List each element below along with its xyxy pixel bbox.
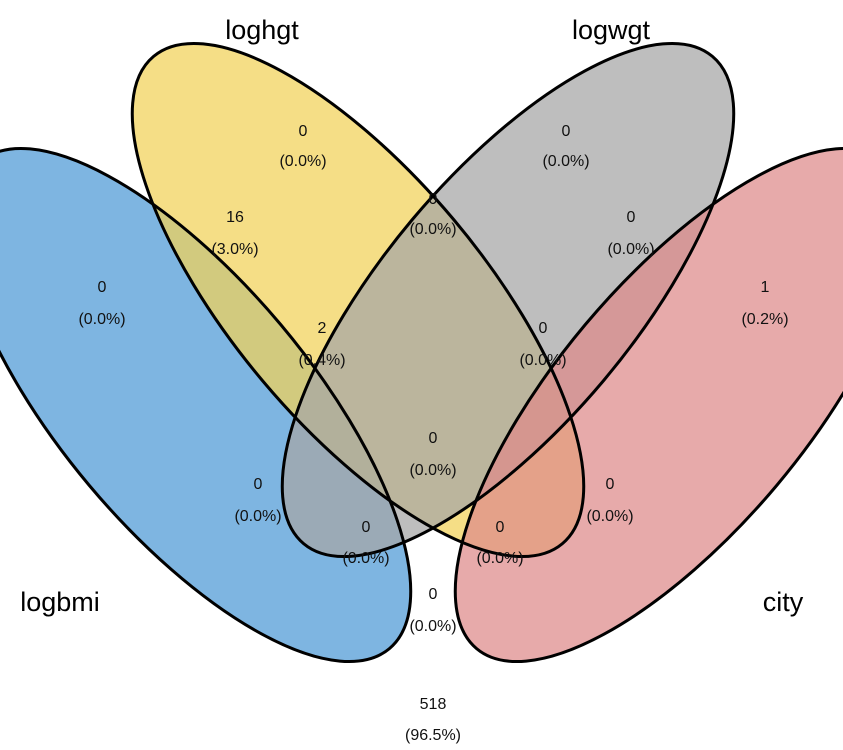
- region-percent: (0.0%): [78, 311, 125, 328]
- region-count: 0: [627, 209, 636, 226]
- region-count: 0: [539, 320, 548, 337]
- region-count: 0: [299, 123, 308, 140]
- city-outline: [453, 146, 843, 664]
- region-loghgt-logwgt-city: 0 (0.0%): [519, 320, 566, 369]
- region-percent: (0.0%): [519, 352, 566, 369]
- region-percent: (0.0%): [409, 221, 456, 238]
- region-loghgt-logwgt: 0 (0.0%): [409, 191, 456, 238]
- region-logbmi-logwgt: 0 (0.0%): [234, 476, 281, 525]
- region-logwgt-only: 0 (0.0%): [542, 123, 589, 170]
- region-all-four: 0 (0.0%): [409, 430, 456, 479]
- region-logbmi-loghgt-city: 0 (0.0%): [476, 519, 523, 567]
- region-count: 16: [226, 209, 244, 226]
- region-count: 0: [254, 476, 263, 493]
- region-percent: (0.0%): [476, 550, 523, 567]
- logwgt-label: logwgt: [572, 15, 651, 45]
- region-city-only: 1 (0.2%): [741, 279, 788, 328]
- region-count: 1: [761, 279, 770, 296]
- city-label: city: [763, 587, 804, 617]
- logbmi-label: logbmi: [20, 587, 100, 617]
- logbmi-outline: [0, 146, 413, 664]
- region-count: 0: [98, 279, 107, 296]
- region-percent: (3.0%): [211, 241, 258, 258]
- region-count: 0: [562, 123, 571, 140]
- region-count: 0: [606, 476, 615, 493]
- region-counts: 0 (0.0%) 0 (0.0%) 0 (0.0%) 1 (0.2%) 16 (…: [78, 123, 788, 744]
- city-ellipse: [455, 148, 843, 662]
- region-percent: (0.0%): [342, 550, 389, 567]
- region-percent: (0.4%): [298, 352, 345, 369]
- region-percent: (96.5%): [405, 727, 461, 744]
- region-count: 518: [420, 696, 447, 713]
- logwgt-ellipse: [282, 43, 734, 557]
- region-logbmi-only: 0 (0.0%): [78, 279, 125, 328]
- region-percent: (0.0%): [279, 153, 326, 170]
- region-logbmi-loghgt-logwgt: 2 (0.4%): [298, 320, 345, 369]
- region-count: 0: [429, 586, 438, 603]
- region-percent: (0.0%): [234, 508, 281, 525]
- region-percent: (0.2%): [741, 311, 788, 328]
- region-none: 518 (96.5%): [405, 696, 461, 744]
- set-fills: [0, 43, 843, 662]
- loghgt-outline: [130, 41, 586, 559]
- region-loghgt-only: 0 (0.0%): [279, 123, 326, 170]
- region-percent: (0.0%): [409, 462, 456, 479]
- region-count: 0: [429, 430, 438, 447]
- logwgt-outline: [280, 41, 736, 559]
- region-count: 2: [318, 320, 327, 337]
- region-count: 0: [429, 191, 438, 208]
- region-percent: (0.0%): [409, 618, 456, 635]
- region-percent: (0.0%): [586, 508, 633, 525]
- region-logbmi-logwgt-city: 0 (0.0%): [342, 519, 389, 567]
- region-percent: (0.0%): [607, 241, 654, 258]
- region-logwgt-city: 0 (0.0%): [607, 209, 654, 258]
- region-count: 0: [496, 519, 505, 536]
- set-labels: logbmi loghgt logwgt city: [20, 15, 804, 617]
- region-percent: (0.0%): [542, 153, 589, 170]
- region-count: 0: [362, 519, 371, 536]
- set-outlines: [0, 41, 843, 664]
- region-logbmi-loghgt: 16 (3.0%): [211, 209, 258, 258]
- loghgt-label: loghgt: [225, 15, 299, 45]
- region-loghgt-city: 0 (0.0%): [586, 476, 633, 525]
- region-logbmi-city: 0 (0.0%): [409, 586, 456, 635]
